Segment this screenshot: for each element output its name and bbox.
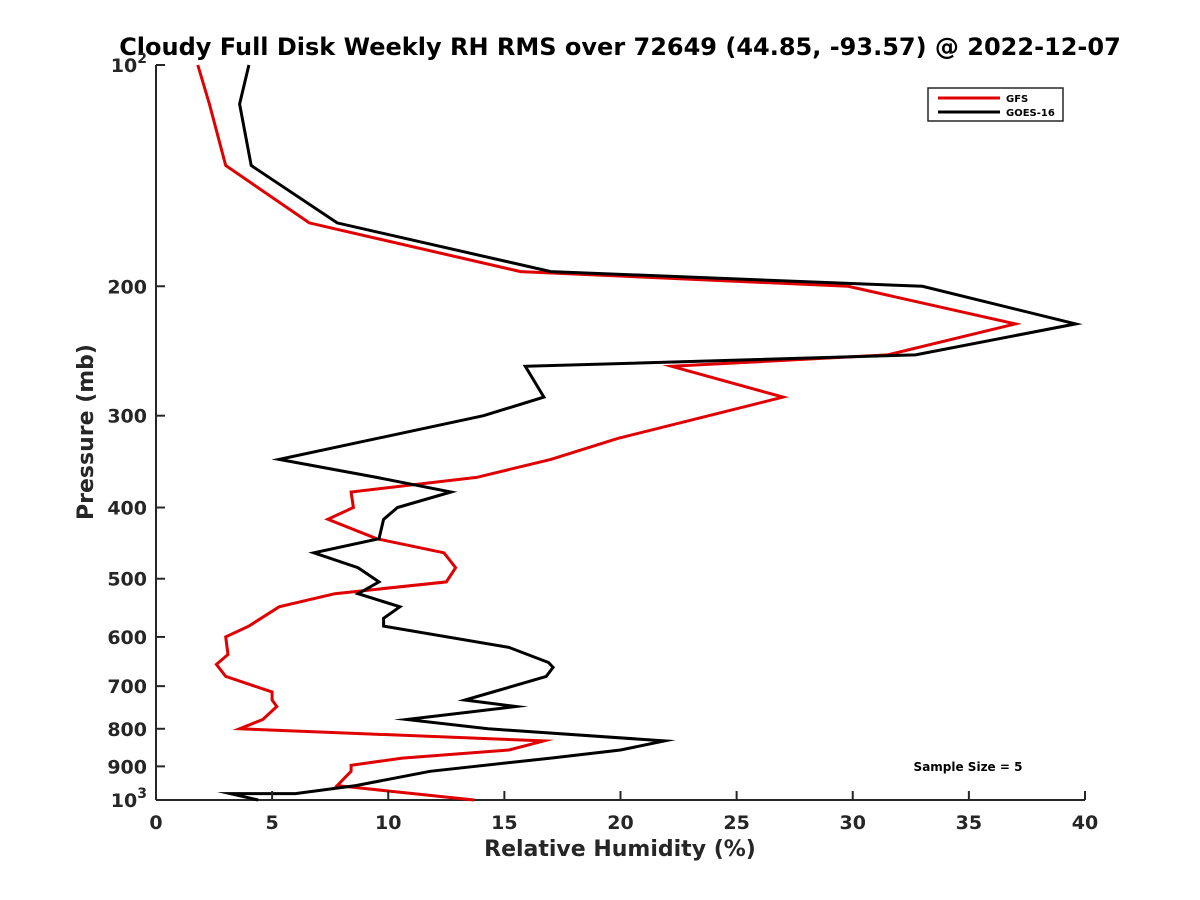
y-tick-label: 300 — [107, 406, 147, 428]
y-tick-label: 200 — [107, 276, 147, 298]
y-axis-ticks: 102 200 300 400 500 600 700 800 900 103 — [107, 51, 165, 812]
legend-entry: GFS — [1006, 94, 1028, 105]
x-tick-label: 20 — [607, 812, 633, 834]
plot-axes — [155, 65, 1085, 801]
chart-title: Cloudy Full Disk Weekly RH RMS over 7264… — [119, 33, 1121, 61]
series-layer — [196, 64, 1083, 802]
x-tick-label: 15 — [491, 812, 517, 834]
y-tick-label: 400 — [107, 498, 147, 520]
series-line-goes-16 — [217, 64, 1083, 802]
y-tick-label: 900 — [107, 756, 147, 778]
x-tick-label: 5 — [266, 812, 279, 834]
x-tick-label: 40 — [1072, 812, 1098, 834]
x-tick-label: 0 — [149, 812, 162, 834]
y-axis-label: Pressure (mb) — [74, 344, 99, 520]
y-tick-label: 500 — [107, 569, 147, 591]
chart-legend: GFS GOES-16 — [927, 87, 1064, 122]
legend-box — [927, 87, 1064, 122]
series-line-gfs — [196, 64, 1022, 802]
y-tick-label: 800 — [107, 719, 147, 741]
x-axis-label: Relative Humidity (%) — [484, 837, 756, 862]
x-tick-label: 35 — [956, 812, 982, 834]
y-tick-label: 600 — [107, 627, 147, 649]
x-axis-ticks: 0 5 10 15 20 25 30 35 40 — [149, 791, 1098, 834]
y-tick-label: 103 — [111, 786, 147, 812]
x-tick-label: 30 — [840, 812, 866, 834]
sample-size-annotation: Sample Size = 5 — [914, 760, 1023, 774]
legend-entry: GOES-16 — [1006, 108, 1055, 119]
x-tick-label: 10 — [375, 812, 401, 834]
x-tick-label: 25 — [723, 812, 749, 834]
y-tick-label: 700 — [107, 676, 147, 698]
y-tick-label: 102 — [111, 51, 147, 77]
